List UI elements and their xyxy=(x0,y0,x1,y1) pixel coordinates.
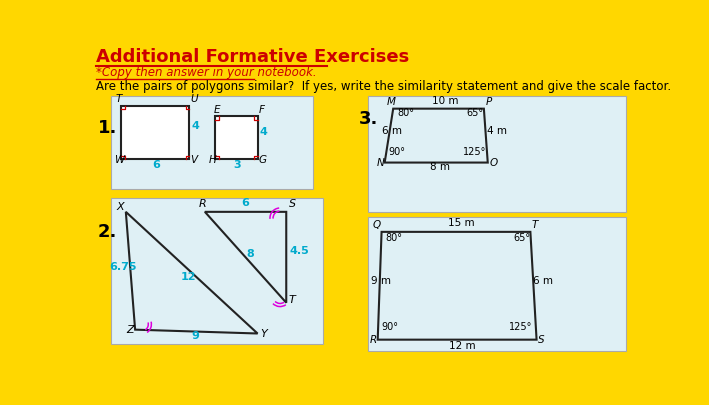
Text: 12 m: 12 m xyxy=(449,341,476,351)
Text: Additional Formative Exercises: Additional Formative Exercises xyxy=(96,49,410,66)
Text: 9 m: 9 m xyxy=(371,276,391,286)
Text: 6 m: 6 m xyxy=(533,276,554,286)
Text: R: R xyxy=(199,199,206,209)
Text: 9: 9 xyxy=(191,331,199,341)
FancyBboxPatch shape xyxy=(369,96,626,212)
Text: U: U xyxy=(190,94,198,104)
Text: N: N xyxy=(377,158,385,168)
Text: 3: 3 xyxy=(233,160,241,170)
Text: R: R xyxy=(370,335,377,345)
Text: 6: 6 xyxy=(241,198,249,208)
Text: 6 m: 6 m xyxy=(382,126,402,136)
Text: 80°: 80° xyxy=(397,109,414,118)
Text: 80°: 80° xyxy=(386,233,403,243)
FancyBboxPatch shape xyxy=(111,96,313,189)
Text: V: V xyxy=(190,155,197,164)
Text: G: G xyxy=(258,155,267,164)
Text: Y: Y xyxy=(260,328,267,339)
Text: X: X xyxy=(116,202,124,211)
Text: 6: 6 xyxy=(152,160,160,170)
Text: 10 m: 10 m xyxy=(432,96,459,106)
Text: W: W xyxy=(115,155,125,164)
Text: O: O xyxy=(489,158,498,168)
Text: 8 m: 8 m xyxy=(430,162,450,172)
Text: *Copy then answer in your notebook.: *Copy then answer in your notebook. xyxy=(96,66,317,79)
Text: T: T xyxy=(116,94,122,104)
Text: P: P xyxy=(486,97,491,107)
Text: 65°: 65° xyxy=(513,233,530,243)
Text: 4.5: 4.5 xyxy=(289,246,309,256)
Text: M: M xyxy=(387,97,396,107)
FancyBboxPatch shape xyxy=(369,217,626,351)
Text: T: T xyxy=(532,220,538,230)
Text: 4: 4 xyxy=(260,127,268,137)
Text: 12: 12 xyxy=(181,273,196,282)
Text: 90°: 90° xyxy=(389,147,406,157)
Text: S: S xyxy=(289,199,296,209)
Text: 6.75: 6.75 xyxy=(108,262,136,272)
Text: 4: 4 xyxy=(191,122,199,132)
Text: 90°: 90° xyxy=(381,322,398,333)
FancyBboxPatch shape xyxy=(111,198,323,344)
Bar xyxy=(215,116,257,160)
Text: F: F xyxy=(258,105,264,115)
Bar xyxy=(121,106,189,160)
Text: 8: 8 xyxy=(247,249,255,259)
Text: T: T xyxy=(289,295,296,305)
Text: Are the pairs of polygons similar?  If yes, write the similarity statement and g: Are the pairs of polygons similar? If ye… xyxy=(96,80,671,93)
Text: Z: Z xyxy=(125,325,133,335)
Text: 125°: 125° xyxy=(508,322,532,333)
Text: S: S xyxy=(538,335,545,345)
Text: 65°: 65° xyxy=(467,109,484,118)
Text: 1.: 1. xyxy=(98,119,117,137)
Text: 2.: 2. xyxy=(98,223,117,241)
Text: 15 m: 15 m xyxy=(448,218,475,228)
Text: Q: Q xyxy=(372,220,381,230)
Text: 3.: 3. xyxy=(358,110,378,128)
Text: 4 m: 4 m xyxy=(487,126,507,136)
Text: 125°: 125° xyxy=(463,147,486,157)
Text: E: E xyxy=(213,105,220,115)
Text: H: H xyxy=(208,155,216,164)
